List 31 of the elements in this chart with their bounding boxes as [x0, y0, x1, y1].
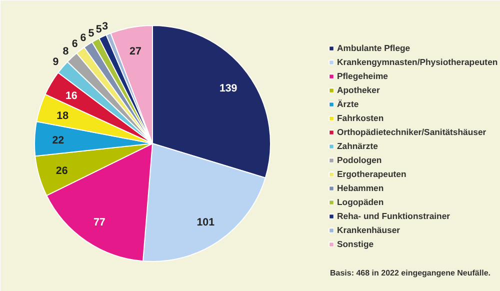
legend-label: Podologen [337, 155, 382, 165]
data-label: 26 [56, 164, 68, 177]
legend-label: Sonstige [337, 239, 374, 249]
legend-label: Orthopädietechniker/Sanitätshäuser [337, 127, 486, 137]
data-label: 101 [196, 216, 215, 229]
legend-label: Fahrkosten [337, 113, 384, 123]
data-label: 3 [102, 20, 108, 33]
legend-label: Ergotherapeuten [337, 169, 406, 179]
data-label: 18 [56, 110, 69, 122]
data-label: 6 [72, 38, 78, 50]
legend-label: Ärzte [337, 99, 359, 109]
data-label: 27 [130, 46, 142, 58]
legend-label: Pflegeheime [337, 71, 388, 81]
legend-label: Zahnärzte [337, 141, 378, 151]
data-label: 16 [65, 90, 78, 102]
data-label: 8 [62, 46, 69, 58]
text: Basis: 468 in 2022 eingegangene Neufälle. [330, 268, 491, 278]
data-label: 5 [96, 23, 102, 36]
legend-label: Logopäden [337, 197, 384, 207]
legend-label: Apotheker [337, 85, 380, 95]
legend-label: Krankenhäuser [337, 225, 400, 235]
data-label: 22 [52, 134, 64, 147]
legend-label: Ambulante Pflege [337, 43, 410, 53]
data-label: 6 [80, 32, 86, 44]
legend-label: Reha- und Funktionstrainer [337, 211, 450, 221]
data-label: 5 [88, 27, 94, 40]
data-label: 77 [93, 216, 106, 229]
legend-label: Hebammen [337, 183, 384, 193]
data-label: 9 [52, 56, 59, 68]
legend-label: Krankengymnasten/Physiotherapeuten [337, 57, 498, 67]
data-label: 139 [219, 82, 238, 94]
